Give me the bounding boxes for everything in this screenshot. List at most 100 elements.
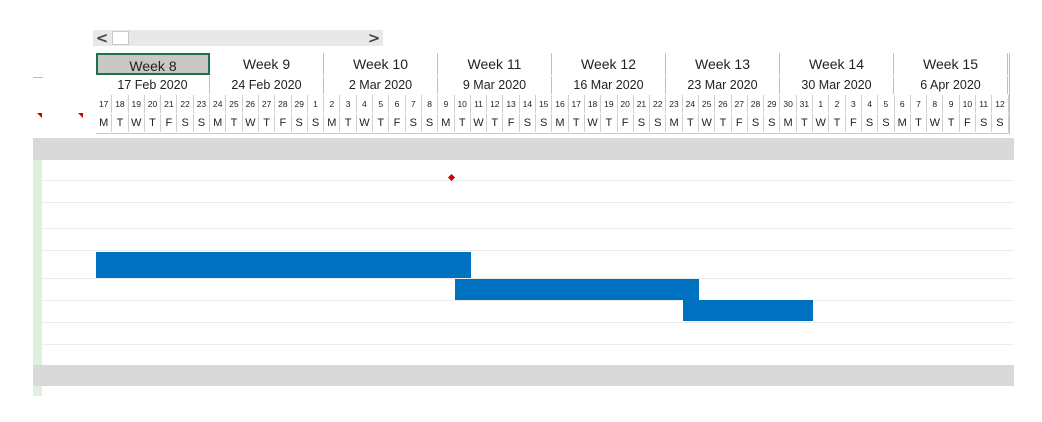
week-header-cell[interactable]: Week 13 xyxy=(666,53,780,75)
day-number-cell: 2 xyxy=(829,95,846,113)
week-start-date: 16 Mar 2020 xyxy=(552,76,666,94)
weekday-letter-cell: T xyxy=(715,114,732,132)
day-number-cell: 24 xyxy=(210,95,227,113)
day-number-cell: 26 xyxy=(715,95,732,113)
day-number-cell: 25 xyxy=(226,95,243,113)
weekday-letter-cell: S xyxy=(177,114,194,132)
weekday-letter-cell: S xyxy=(976,114,993,132)
comment-indicator-icon xyxy=(37,113,42,118)
weekday-letter-cell: M xyxy=(438,114,455,132)
row-gridline xyxy=(42,278,1014,279)
day-number-cell: 18 xyxy=(585,95,602,113)
week-header-cell[interactable]: Week 8 xyxy=(96,53,210,75)
weekday-letter-cell: S xyxy=(634,114,651,132)
day-number-cell: 19 xyxy=(601,95,618,113)
task-bar[interactable] xyxy=(454,279,700,300)
section-band-top xyxy=(33,138,1014,160)
weekday-letter-cell: F xyxy=(389,114,406,132)
weekday-letter-cell: T xyxy=(943,114,960,132)
day-number-cell: 1 xyxy=(308,95,325,113)
weekday-letter-cell: S xyxy=(862,114,879,132)
section-band-bottom xyxy=(33,365,1014,386)
day-number-cell: 24 xyxy=(683,95,699,113)
task-bar[interactable] xyxy=(96,252,471,278)
row-selection-strip xyxy=(33,160,42,365)
day-number-cell: 20 xyxy=(618,95,634,113)
day-number-cell: 7 xyxy=(911,95,928,113)
row-gridline xyxy=(42,344,1014,345)
day-number-cell: 27 xyxy=(259,95,276,113)
weekday-letter-cell: M xyxy=(780,114,797,132)
day-number-cell: 3 xyxy=(846,95,862,113)
weekday-letter-cell: T xyxy=(112,114,129,132)
weekday-letter-cell: F xyxy=(960,114,977,132)
day-number-cell: 28 xyxy=(748,95,765,113)
weekday-letter-cell: M xyxy=(666,114,683,132)
week-start-date: 30 Mar 2020 xyxy=(780,76,894,94)
weekday-letter-cell: T xyxy=(829,114,846,132)
row-gridline xyxy=(42,202,1014,203)
day-number-cell: 1 xyxy=(813,95,830,113)
week-start-date: 2 Mar 2020 xyxy=(324,76,438,94)
row-gridline xyxy=(42,250,1014,251)
week-header-cell[interactable]: Week 10 xyxy=(324,53,438,75)
week-header-cell[interactable]: Week 11 xyxy=(438,53,552,75)
weekday-letter-cell: T xyxy=(569,114,585,132)
week-header-cell[interactable]: Week 14 xyxy=(780,53,894,75)
weekday-letter-cell: F xyxy=(503,114,520,132)
weekday-letter-cell: S xyxy=(292,114,308,132)
day-number-cell: 26 xyxy=(243,95,259,113)
week-start-date: 6 Apr 2020 xyxy=(894,76,1008,94)
horizontal-scrollbar[interactable]: < > xyxy=(93,30,383,46)
weekday-letter-cell: W xyxy=(699,114,716,132)
scroll-right-arrow-icon[interactable]: > xyxy=(367,29,381,47)
day-number-cell: 27 xyxy=(732,95,748,113)
task-bar[interactable] xyxy=(682,300,814,321)
day-number-cell: 31 xyxy=(797,95,814,113)
weekday-letter-cell: T xyxy=(455,114,471,132)
weekday-letter-cell: W xyxy=(813,114,830,132)
row-selection-strip xyxy=(33,386,42,396)
scroll-thumb[interactable] xyxy=(112,31,129,45)
day-number-cell: 23 xyxy=(194,95,211,113)
weekday-letter-cell: S xyxy=(992,114,1009,132)
day-number-cell: 18 xyxy=(112,95,129,113)
weekday-letter-cell: S xyxy=(650,114,667,132)
day-number-cell: 30 xyxy=(780,95,797,113)
comment-indicator-icon xyxy=(78,113,83,118)
day-number-cell: 15 xyxy=(536,95,553,113)
weekday-letter-cell: S xyxy=(536,114,553,132)
row-gridline xyxy=(42,180,1014,181)
day-number-cell: 7 xyxy=(406,95,422,113)
week-date-row: 17 Feb 2020 24 Feb 2020 2 Mar 2020 9 Mar 20… xyxy=(96,76,1008,94)
scroll-left-arrow-icon[interactable]: < xyxy=(95,29,109,47)
day-number-cell: 9 xyxy=(943,95,960,113)
weekday-letter-cell: S xyxy=(194,114,211,132)
week-header-cell[interactable]: Week 9 xyxy=(210,53,324,75)
weekday-letter-cell: M xyxy=(96,114,113,132)
weekday-letter-cell: T xyxy=(226,114,243,132)
row-gridline xyxy=(42,228,1014,229)
day-number-cell: 29 xyxy=(292,95,308,113)
day-number-cell: 5 xyxy=(373,95,390,113)
day-number-cell: 11 xyxy=(471,95,488,113)
weekday-letter-cell: S xyxy=(308,114,325,132)
week-header-cell[interactable]: Week 12 xyxy=(552,53,666,75)
weekday-letter-cell: W xyxy=(927,114,944,132)
week-header-cell[interactable]: Week 15 xyxy=(894,53,1008,75)
day-number-cell: 14 xyxy=(520,95,537,113)
weekday-letter-cell: M xyxy=(210,114,227,132)
day-number-cell: 10 xyxy=(455,95,471,113)
weekday-letter-cell: S xyxy=(422,114,439,132)
day-number-cell: 11 xyxy=(976,95,993,113)
weekday-letter-cell: F xyxy=(161,114,178,132)
weekday-letter-cell: W xyxy=(471,114,488,132)
weekday-letter-cell: S xyxy=(878,114,895,132)
day-number-cell: 5 xyxy=(878,95,895,113)
weekday-letter-cell: M xyxy=(895,114,911,132)
day-number-cell: 29 xyxy=(764,95,781,113)
day-number-cell: 2 xyxy=(324,95,341,113)
day-number-cell: 21 xyxy=(634,95,651,113)
weekday-letter-cell: T xyxy=(340,114,357,132)
